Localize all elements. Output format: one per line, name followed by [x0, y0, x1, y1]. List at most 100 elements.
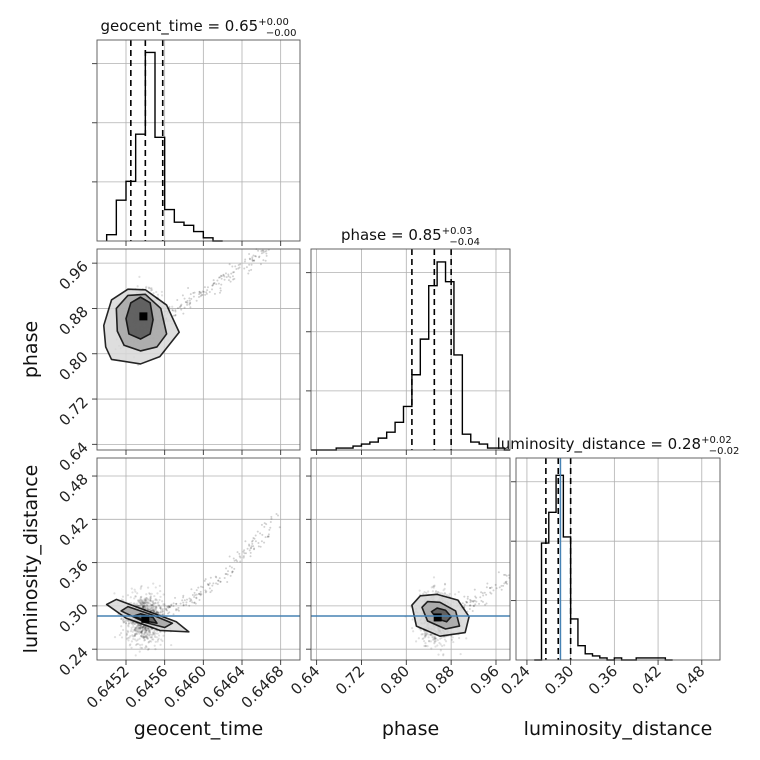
sample-point	[129, 596, 132, 599]
sample-point	[145, 602, 148, 605]
sample-point	[174, 309, 177, 312]
sample-point	[121, 618, 124, 621]
sample-point	[275, 512, 278, 515]
sample-point	[233, 277, 236, 280]
sample-point	[198, 296, 201, 299]
sample-point	[172, 613, 175, 616]
sample-point	[145, 645, 148, 649]
sample-point	[168, 305, 171, 308]
sample-point	[239, 263, 242, 266]
sample-point	[425, 633, 428, 636]
sample-point	[178, 306, 181, 309]
sample-point	[133, 602, 136, 605]
sample-point	[143, 639, 146, 642]
sample-point	[147, 641, 150, 644]
sample-point	[139, 596, 142, 599]
sample-point	[148, 633, 151, 636]
sample-point	[139, 627, 142, 630]
sample-point	[186, 303, 189, 306]
sample-point	[146, 648, 150, 651]
sample-point	[154, 605, 157, 608]
y-tick-label: 0.24	[55, 643, 91, 679]
sample-point	[158, 598, 161, 602]
sample-point	[210, 589, 213, 592]
sample-point	[147, 631, 150, 634]
sample-point	[137, 630, 140, 633]
sample-point	[219, 287, 222, 290]
sample-point	[144, 644, 148, 648]
sample-point	[162, 593, 165, 596]
panel-phase-vs-luminosity	[311, 571, 511, 657]
sample-point	[127, 625, 130, 628]
sample-point	[134, 626, 138, 630]
sample-point	[133, 629, 136, 632]
sample-point	[195, 299, 198, 302]
sample-point	[160, 638, 163, 641]
sample-point	[253, 259, 256, 262]
sample-point	[432, 576, 436, 579]
sample-point	[143, 629, 146, 632]
sample-point	[157, 611, 160, 614]
sample-point	[466, 597, 469, 600]
sample-point	[135, 630, 138, 633]
sample-point	[417, 637, 420, 640]
sample-point	[146, 626, 149, 629]
sample-point	[132, 625, 135, 628]
sample-point	[142, 636, 145, 639]
sample-point	[142, 636, 145, 639]
sample-point	[224, 272, 227, 275]
sample-point	[159, 611, 162, 614]
sample-point	[139, 626, 142, 630]
sample-point	[253, 259, 256, 262]
x-tick-label: 0.6452	[83, 662, 133, 712]
sample-point	[152, 603, 155, 606]
sample-point	[260, 540, 263, 543]
sample-point	[201, 290, 204, 293]
sample-point	[425, 591, 428, 594]
sample-point	[144, 627, 147, 630]
sample-point	[248, 263, 251, 266]
sample-point	[468, 608, 471, 611]
sample-point	[140, 630, 143, 634]
sample-point	[143, 604, 146, 607]
sample-point	[223, 577, 226, 580]
sample-point	[140, 631, 143, 634]
histogram-luminosity_distance	[534, 474, 673, 661]
sample-point	[138, 599, 142, 603]
sample-point	[139, 635, 143, 638]
sample-point	[197, 593, 200, 596]
sample-point	[157, 604, 160, 607]
sample-point	[440, 592, 443, 595]
sample-point	[134, 595, 137, 598]
density-peak	[139, 312, 148, 321]
sample-point	[150, 627, 153, 631]
sample-point	[232, 271, 235, 274]
sample-point	[474, 603, 477, 606]
sample-point	[180, 303, 183, 306]
panel-title-phase: phase = 0.85+0.03 −0.04	[341, 226, 480, 248]
sample-point	[208, 587, 211, 590]
sample-point	[492, 589, 495, 592]
sample-point	[206, 286, 209, 289]
sample-point	[161, 610, 164, 613]
sample-point	[149, 287, 152, 290]
sample-point	[144, 601, 147, 604]
sample-point	[171, 309, 174, 312]
sample-point	[474, 595, 477, 598]
sample-point	[153, 594, 156, 598]
sample-point	[147, 598, 150, 602]
sample-point	[254, 534, 257, 537]
sample-point	[225, 276, 228, 279]
sample-point	[183, 599, 186, 602]
sample-point	[230, 272, 233, 275]
sample-point	[143, 602, 146, 605]
sample-point	[145, 633, 149, 636]
sample-point	[151, 609, 154, 612]
sample-point	[193, 591, 196, 594]
sample-point	[131, 591, 134, 594]
sample-point	[182, 312, 185, 315]
sample-point	[148, 287, 151, 290]
panel-title-geocent_time: geocent_time = 0.65+0.00 −0.00	[101, 17, 297, 39]
sample-point	[144, 287, 148, 290]
sample-point	[184, 301, 187, 304]
